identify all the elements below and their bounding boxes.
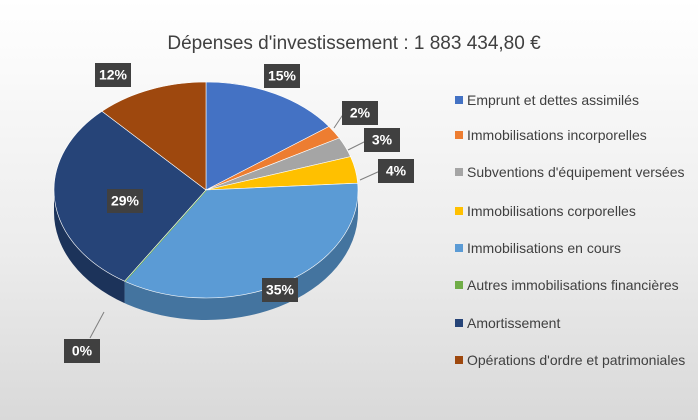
- data-label-box: [107, 189, 143, 213]
- legend-item: Immobilisations en cours: [455, 240, 692, 257]
- legend-swatch: [455, 319, 463, 327]
- legend-label: Immobilisations incorporelles: [467, 127, 647, 143]
- legend-swatch: [455, 356, 463, 364]
- legend-swatch: [455, 96, 463, 104]
- legend-item: Subventions d'équipement versées: [455, 164, 692, 181]
- legend-item: Amortissement: [455, 315, 692, 332]
- chart-title: Dépenses d'investissement : 1 883 434,80…: [167, 33, 541, 54]
- data-label: 15%: [268, 68, 297, 84]
- legend-swatch: [455, 207, 463, 215]
- data-label-box: [64, 339, 100, 363]
- legend-swatch: [455, 168, 463, 176]
- legend-swatch: [455, 131, 463, 139]
- leader-line: [359, 170, 381, 181]
- legend-item: Immobilisations corporelles: [455, 203, 692, 220]
- legend-item: Autres immobilisations financières: [455, 277, 692, 294]
- data-label: 12%: [99, 67, 128, 83]
- slice: [205, 81, 330, 191]
- data-label: 0%: [72, 343, 93, 359]
- data-label: 29%: [111, 193, 140, 209]
- legend-label: Immobilisations corporelles: [467, 203, 636, 219]
- data-label-box: [342, 101, 378, 125]
- data-label-box: [364, 128, 400, 152]
- legend-label: Subventions d'équipement versées: [467, 164, 685, 180]
- legend-label: Autres immobilisations financières: [467, 277, 679, 293]
- legend-item: Opérations d'ordre et patrimoniales: [455, 352, 692, 369]
- legend-item: Immobilisations incorporelles: [455, 127, 692, 144]
- pie-tops: [53, 81, 359, 299]
- slice-side: [54, 190, 125, 304]
- slice-side: [124, 190, 359, 320]
- data-label-box: [264, 64, 300, 88]
- leader-line: [89, 311, 105, 339]
- data-label-box: [95, 63, 131, 87]
- slice: [101, 81, 207, 191]
- legend-swatch: [455, 281, 463, 289]
- legend-label: Opérations d'ordre et patrimoniales: [467, 352, 686, 368]
- legend-label: Emprunt et dettes assimilés: [467, 92, 639, 108]
- data-label-box: [378, 159, 414, 183]
- data-label: 35%: [266, 282, 295, 298]
- pie-sides: [54, 190, 359, 320]
- legend-item: Emprunt et dettes assimilés: [455, 92, 692, 109]
- legend-label: Immobilisations en cours: [467, 240, 622, 256]
- legend-label: Amortissement: [467, 315, 561, 331]
- data-label: 2%: [350, 105, 371, 121]
- legend-swatch: [455, 244, 463, 252]
- data-label-box: [262, 278, 298, 302]
- data-label: 4%: [386, 163, 407, 179]
- data-label: 3%: [372, 132, 393, 148]
